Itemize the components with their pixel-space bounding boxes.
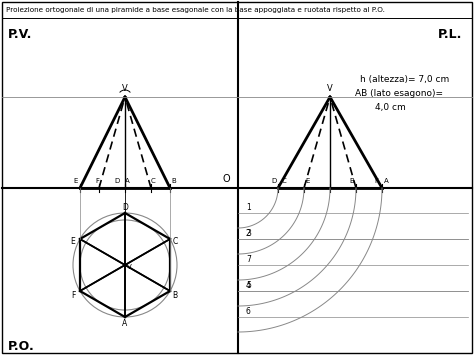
Text: D: D	[122, 202, 128, 212]
Text: B: B	[350, 178, 355, 184]
Text: 6: 6	[246, 307, 251, 316]
Text: 3: 3	[246, 229, 251, 238]
Text: O: O	[222, 174, 230, 184]
Text: 4: 4	[246, 281, 251, 290]
Text: F: F	[374, 178, 378, 184]
Text: C: C	[151, 178, 155, 184]
Text: V: V	[127, 264, 131, 270]
Text: P.O.: P.O.	[8, 340, 35, 353]
Text: V: V	[122, 84, 128, 93]
Text: 7: 7	[246, 255, 251, 264]
Text: 2: 2	[246, 229, 251, 238]
Text: C: C	[282, 178, 286, 184]
Text: h (altezza)= 7,0 cm: h (altezza)= 7,0 cm	[360, 75, 449, 84]
Text: A: A	[122, 318, 128, 328]
Text: A: A	[125, 178, 129, 184]
Text: AB (lato esagono)=: AB (lato esagono)=	[355, 89, 443, 98]
Text: C: C	[173, 236, 178, 246]
Text: D: D	[272, 178, 277, 184]
Text: A: A	[383, 178, 388, 184]
Text: E: E	[71, 236, 75, 246]
Text: P.V.: P.V.	[8, 28, 32, 41]
Text: B: B	[173, 290, 178, 300]
Text: D: D	[114, 178, 119, 184]
Text: P.L.: P.L.	[438, 28, 462, 41]
Text: Proiezione ortogonale di una piramide a base esagonale con la base appoggiata e : Proiezione ortogonale di una piramide a …	[6, 7, 385, 13]
Text: 4,0 cm: 4,0 cm	[375, 103, 406, 112]
Text: B: B	[172, 178, 176, 184]
Text: F: F	[95, 178, 99, 184]
Text: 1: 1	[246, 203, 251, 212]
Text: V: V	[327, 84, 333, 93]
Text: 5: 5	[246, 281, 251, 290]
Text: E: E	[74, 178, 78, 184]
Text: E: E	[306, 178, 310, 184]
Text: F: F	[71, 290, 75, 300]
